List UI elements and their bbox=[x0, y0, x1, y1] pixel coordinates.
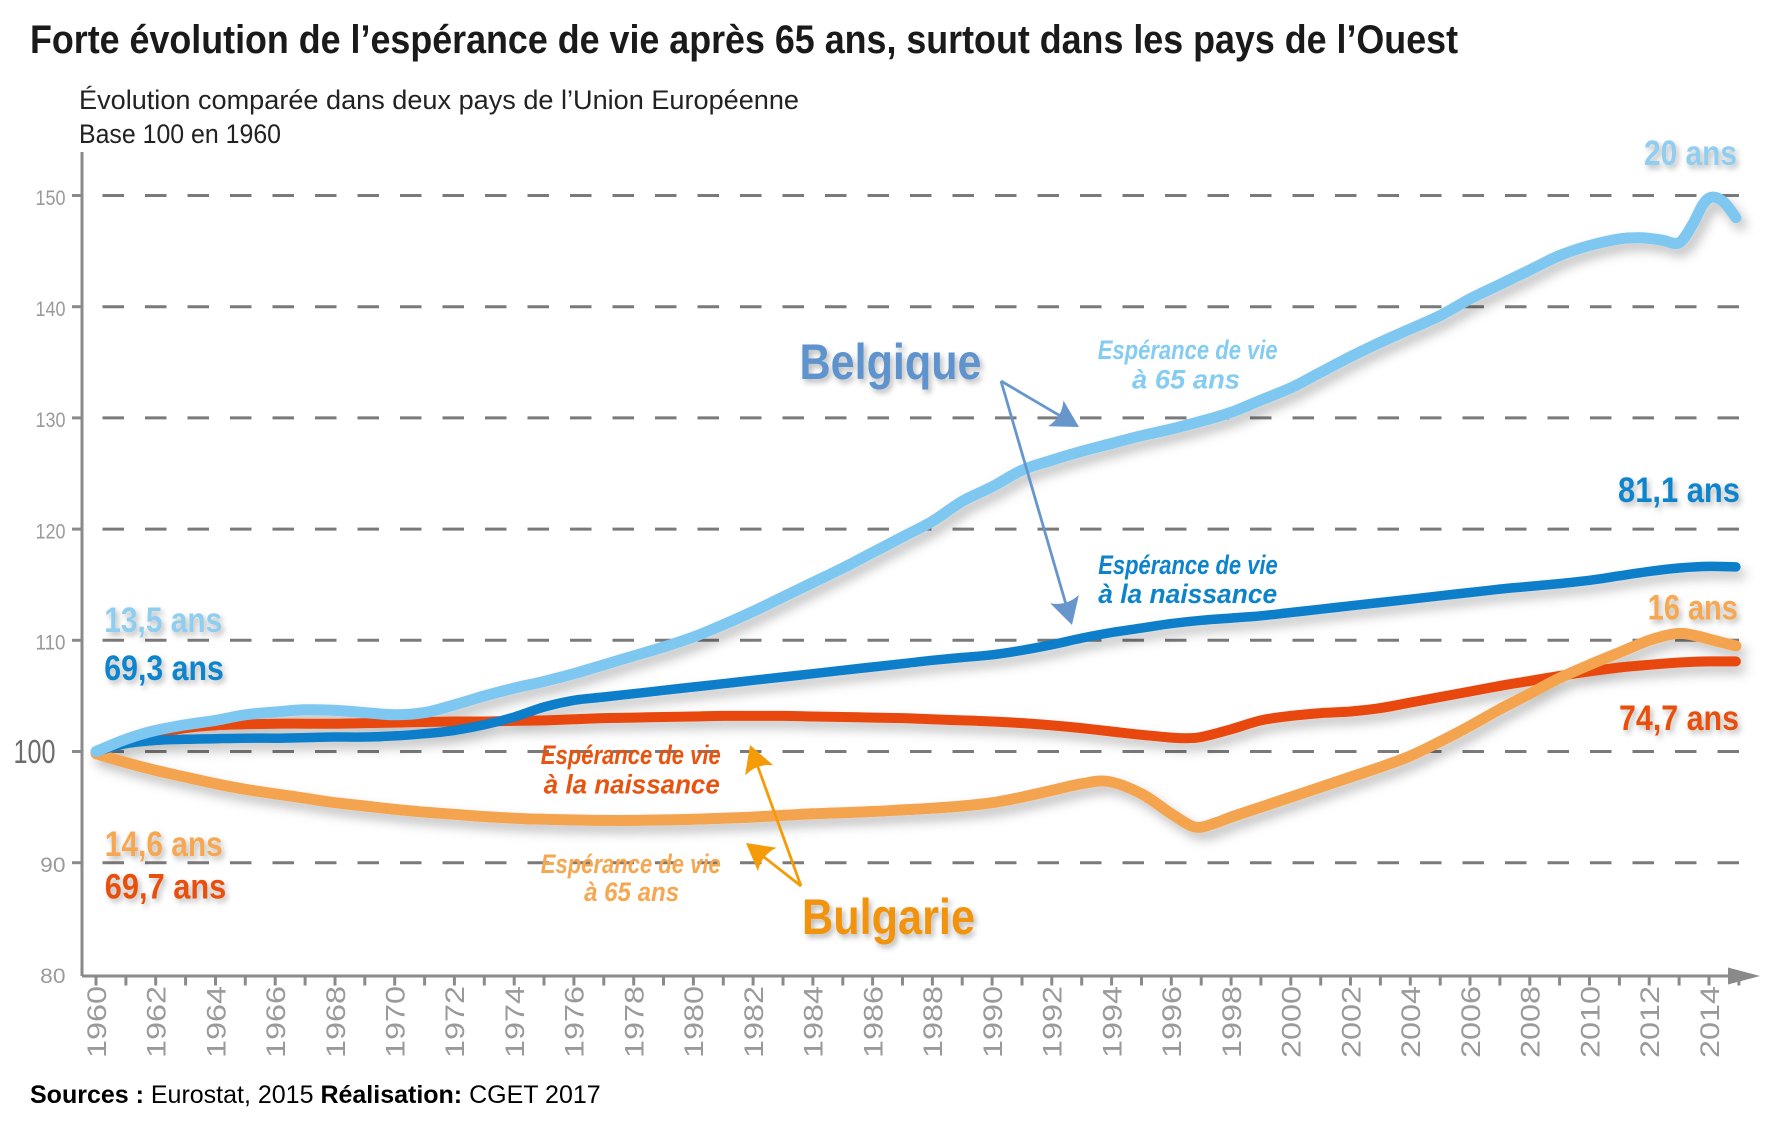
svg-text:à 65 ans: à 65 ans bbox=[1132, 364, 1240, 394]
svg-text:Espérance de vie: Espérance de vie bbox=[541, 849, 721, 879]
svg-text:69,7 ans: 69,7 ans bbox=[105, 868, 227, 907]
svg-text:90: 90 bbox=[40, 854, 65, 877]
svg-text:2002: 2002 bbox=[1336, 986, 1366, 1058]
svg-text:1988: 1988 bbox=[918, 986, 948, 1058]
svg-text:1998: 1998 bbox=[1217, 986, 1247, 1058]
svg-text:140: 140 bbox=[36, 298, 66, 321]
svg-text:2006: 2006 bbox=[1456, 986, 1486, 1058]
svg-text:Bulgarie: Bulgarie bbox=[802, 889, 975, 945]
svg-text:1964: 1964 bbox=[201, 986, 231, 1058]
svg-text:Espérance de vie: Espérance de vie bbox=[1098, 550, 1278, 580]
svg-text:Espérance de vie: Espérance de vie bbox=[541, 740, 721, 770]
svg-text:2012: 2012 bbox=[1635, 986, 1665, 1058]
svg-text:1976: 1976 bbox=[560, 986, 590, 1058]
svg-text:2014: 2014 bbox=[1695, 986, 1725, 1058]
svg-text:1984: 1984 bbox=[799, 986, 829, 1058]
svg-text:120: 120 bbox=[36, 520, 66, 543]
svg-text:1972: 1972 bbox=[440, 986, 470, 1058]
svg-text:2000: 2000 bbox=[1277, 986, 1307, 1058]
svg-text:Évolution comparée dans deux p: Évolution comparée dans deux pays de l’U… bbox=[79, 85, 799, 115]
svg-text:81,1 ans: 81,1 ans bbox=[1618, 471, 1740, 510]
svg-text:110: 110 bbox=[36, 632, 66, 655]
svg-text:Espérance de vie: Espérance de vie bbox=[1098, 335, 1278, 365]
svg-text:1974: 1974 bbox=[500, 986, 530, 1058]
svg-text:à la naissance: à la naissance bbox=[544, 769, 720, 799]
svg-text:1962: 1962 bbox=[142, 986, 172, 1058]
svg-text:14,6 ans: 14,6 ans bbox=[105, 825, 223, 864]
svg-text:150: 150 bbox=[36, 187, 66, 210]
svg-text:Sources : Eurostat, 2015 Réali: Sources : Eurostat, 2015 Réalisation: CG… bbox=[30, 1081, 601, 1109]
svg-text:1990: 1990 bbox=[978, 986, 1008, 1058]
svg-text:2004: 2004 bbox=[1396, 986, 1426, 1058]
svg-text:2008: 2008 bbox=[1516, 986, 1546, 1058]
svg-text:74,7 ans: 74,7 ans bbox=[1619, 699, 1739, 738]
svg-text:80: 80 bbox=[40, 965, 65, 988]
svg-text:100: 100 bbox=[14, 733, 56, 770]
svg-text:1996: 1996 bbox=[1157, 986, 1187, 1058]
svg-text:2010: 2010 bbox=[1575, 986, 1605, 1058]
svg-text:à 65 ans: à 65 ans bbox=[584, 877, 679, 907]
svg-text:16 ans: 16 ans bbox=[1648, 589, 1738, 628]
svg-text:Forte évolution de l’espérance: Forte évolution de l’espérance de vie ap… bbox=[30, 18, 1458, 62]
svg-text:1992: 1992 bbox=[1038, 986, 1068, 1058]
svg-text:130: 130 bbox=[36, 409, 66, 432]
svg-text:1968: 1968 bbox=[321, 986, 351, 1058]
svg-text:1994: 1994 bbox=[1097, 986, 1127, 1058]
svg-text:13,5 ans: 13,5 ans bbox=[104, 601, 222, 640]
svg-text:Belgique: Belgique bbox=[800, 334, 982, 390]
svg-text:1978: 1978 bbox=[620, 986, 650, 1058]
svg-text:1980: 1980 bbox=[679, 986, 709, 1058]
svg-text:1970: 1970 bbox=[381, 986, 411, 1058]
svg-text:1986: 1986 bbox=[858, 986, 888, 1058]
svg-text:Base 100 en 1960: Base 100 en 1960 bbox=[79, 119, 281, 149]
svg-text:1966: 1966 bbox=[261, 986, 291, 1058]
svg-text:à la naissance: à la naissance bbox=[1098, 579, 1277, 609]
svg-text:1982: 1982 bbox=[739, 986, 769, 1058]
svg-text:69,3 ans: 69,3 ans bbox=[104, 649, 224, 688]
svg-text:1960: 1960 bbox=[82, 986, 112, 1058]
svg-text:20 ans: 20 ans bbox=[1644, 134, 1737, 173]
